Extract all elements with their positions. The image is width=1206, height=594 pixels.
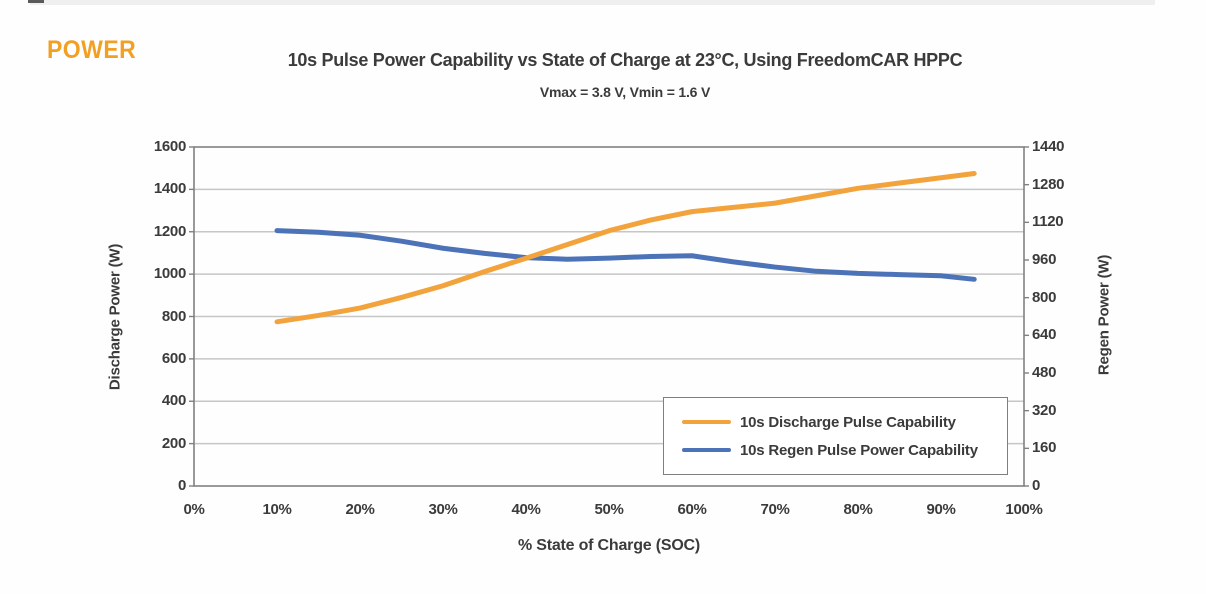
- left-axis-tick-label: 400: [161, 392, 186, 410]
- page-edge-notch: [28, 0, 44, 3]
- right-axis-tick-label: 1280: [1032, 175, 1065, 193]
- legend-label: 10s Discharge Pulse Capability: [740, 413, 956, 431]
- x-axis-tick-label: 100%: [1005, 501, 1043, 518]
- left-axis-tick-label: 1400: [153, 180, 186, 198]
- x-axis-title: % State of Charge (SOC): [517, 537, 701, 554]
- right-axis-tick-label: 640: [1032, 326, 1057, 344]
- x-axis-tick-label: 50%: [594, 501, 624, 518]
- x-axis-tick-label: 30%: [428, 501, 458, 518]
- regen-series-line: [274, 228, 977, 282]
- right-axis-tick-label: 1440: [1032, 138, 1065, 155]
- right-axis-tick-label: 0: [1032, 477, 1041, 494]
- left-axis-tick-label: 1600: [153, 138, 186, 155]
- left-axis-tick-label: 0: [177, 477, 186, 494]
- right-axis-tick-label: 1120: [1032, 213, 1064, 231]
- legend-line-swatch: [682, 447, 731, 453]
- page-edge-strip: [30, 0, 1155, 5]
- x-axis-tick-label: 60%: [677, 501, 707, 518]
- left-axis-tick-label: 1200: [153, 222, 186, 240]
- left-axis-tick-label: 200: [161, 434, 186, 452]
- x-axis-tick-label: 70%: [760, 501, 790, 518]
- x-axis-tick-label: 80%: [843, 501, 873, 518]
- x-axis-tick-label: 20%: [345, 501, 375, 518]
- x-axis-tick-label: 10%: [262, 501, 292, 518]
- x-axis-tick-label: 40%: [511, 501, 541, 518]
- legend-line-swatch: [682, 419, 731, 425]
- legend-item: 10s Discharge Pulse Capability: [682, 414, 1007, 431]
- legend-item: 10s Regen Pulse Power Capability: [682, 442, 1007, 459]
- right-axis-title: Regen Power (W): [1095, 254, 1113, 376]
- right-axis-tick-label: 160: [1032, 439, 1057, 457]
- right-axis-tick-label: 800: [1032, 288, 1057, 306]
- legend-label: 10s Regen Pulse Power Capability: [740, 441, 978, 459]
- power-logo: POWER: [47, 36, 137, 64]
- left-axis-tick-label: 1000: [153, 265, 186, 283]
- x-axis-tick-label: 0%: [183, 501, 205, 518]
- right-axis-tick-label: 480: [1032, 364, 1057, 381]
- right-axis-tick-label: 320: [1032, 401, 1057, 419]
- discharge-series-line: [274, 170, 977, 325]
- chart-subtitle: Vmax = 3.8 V, Vmin = 1.6 V: [539, 84, 711, 100]
- left-axis-tick-label: 600: [161, 349, 186, 367]
- chart-legend: 10s Discharge Pulse Capability 10s Regen …: [663, 397, 1008, 475]
- chart-title: 10s Pulse Power Capability vs State of C…: [287, 50, 963, 70]
- right-axis-tick-label: 960: [1032, 251, 1057, 268]
- x-axis-tick-label: 90%: [926, 501, 956, 518]
- left-axis-tick-label: 800: [161, 307, 186, 325]
